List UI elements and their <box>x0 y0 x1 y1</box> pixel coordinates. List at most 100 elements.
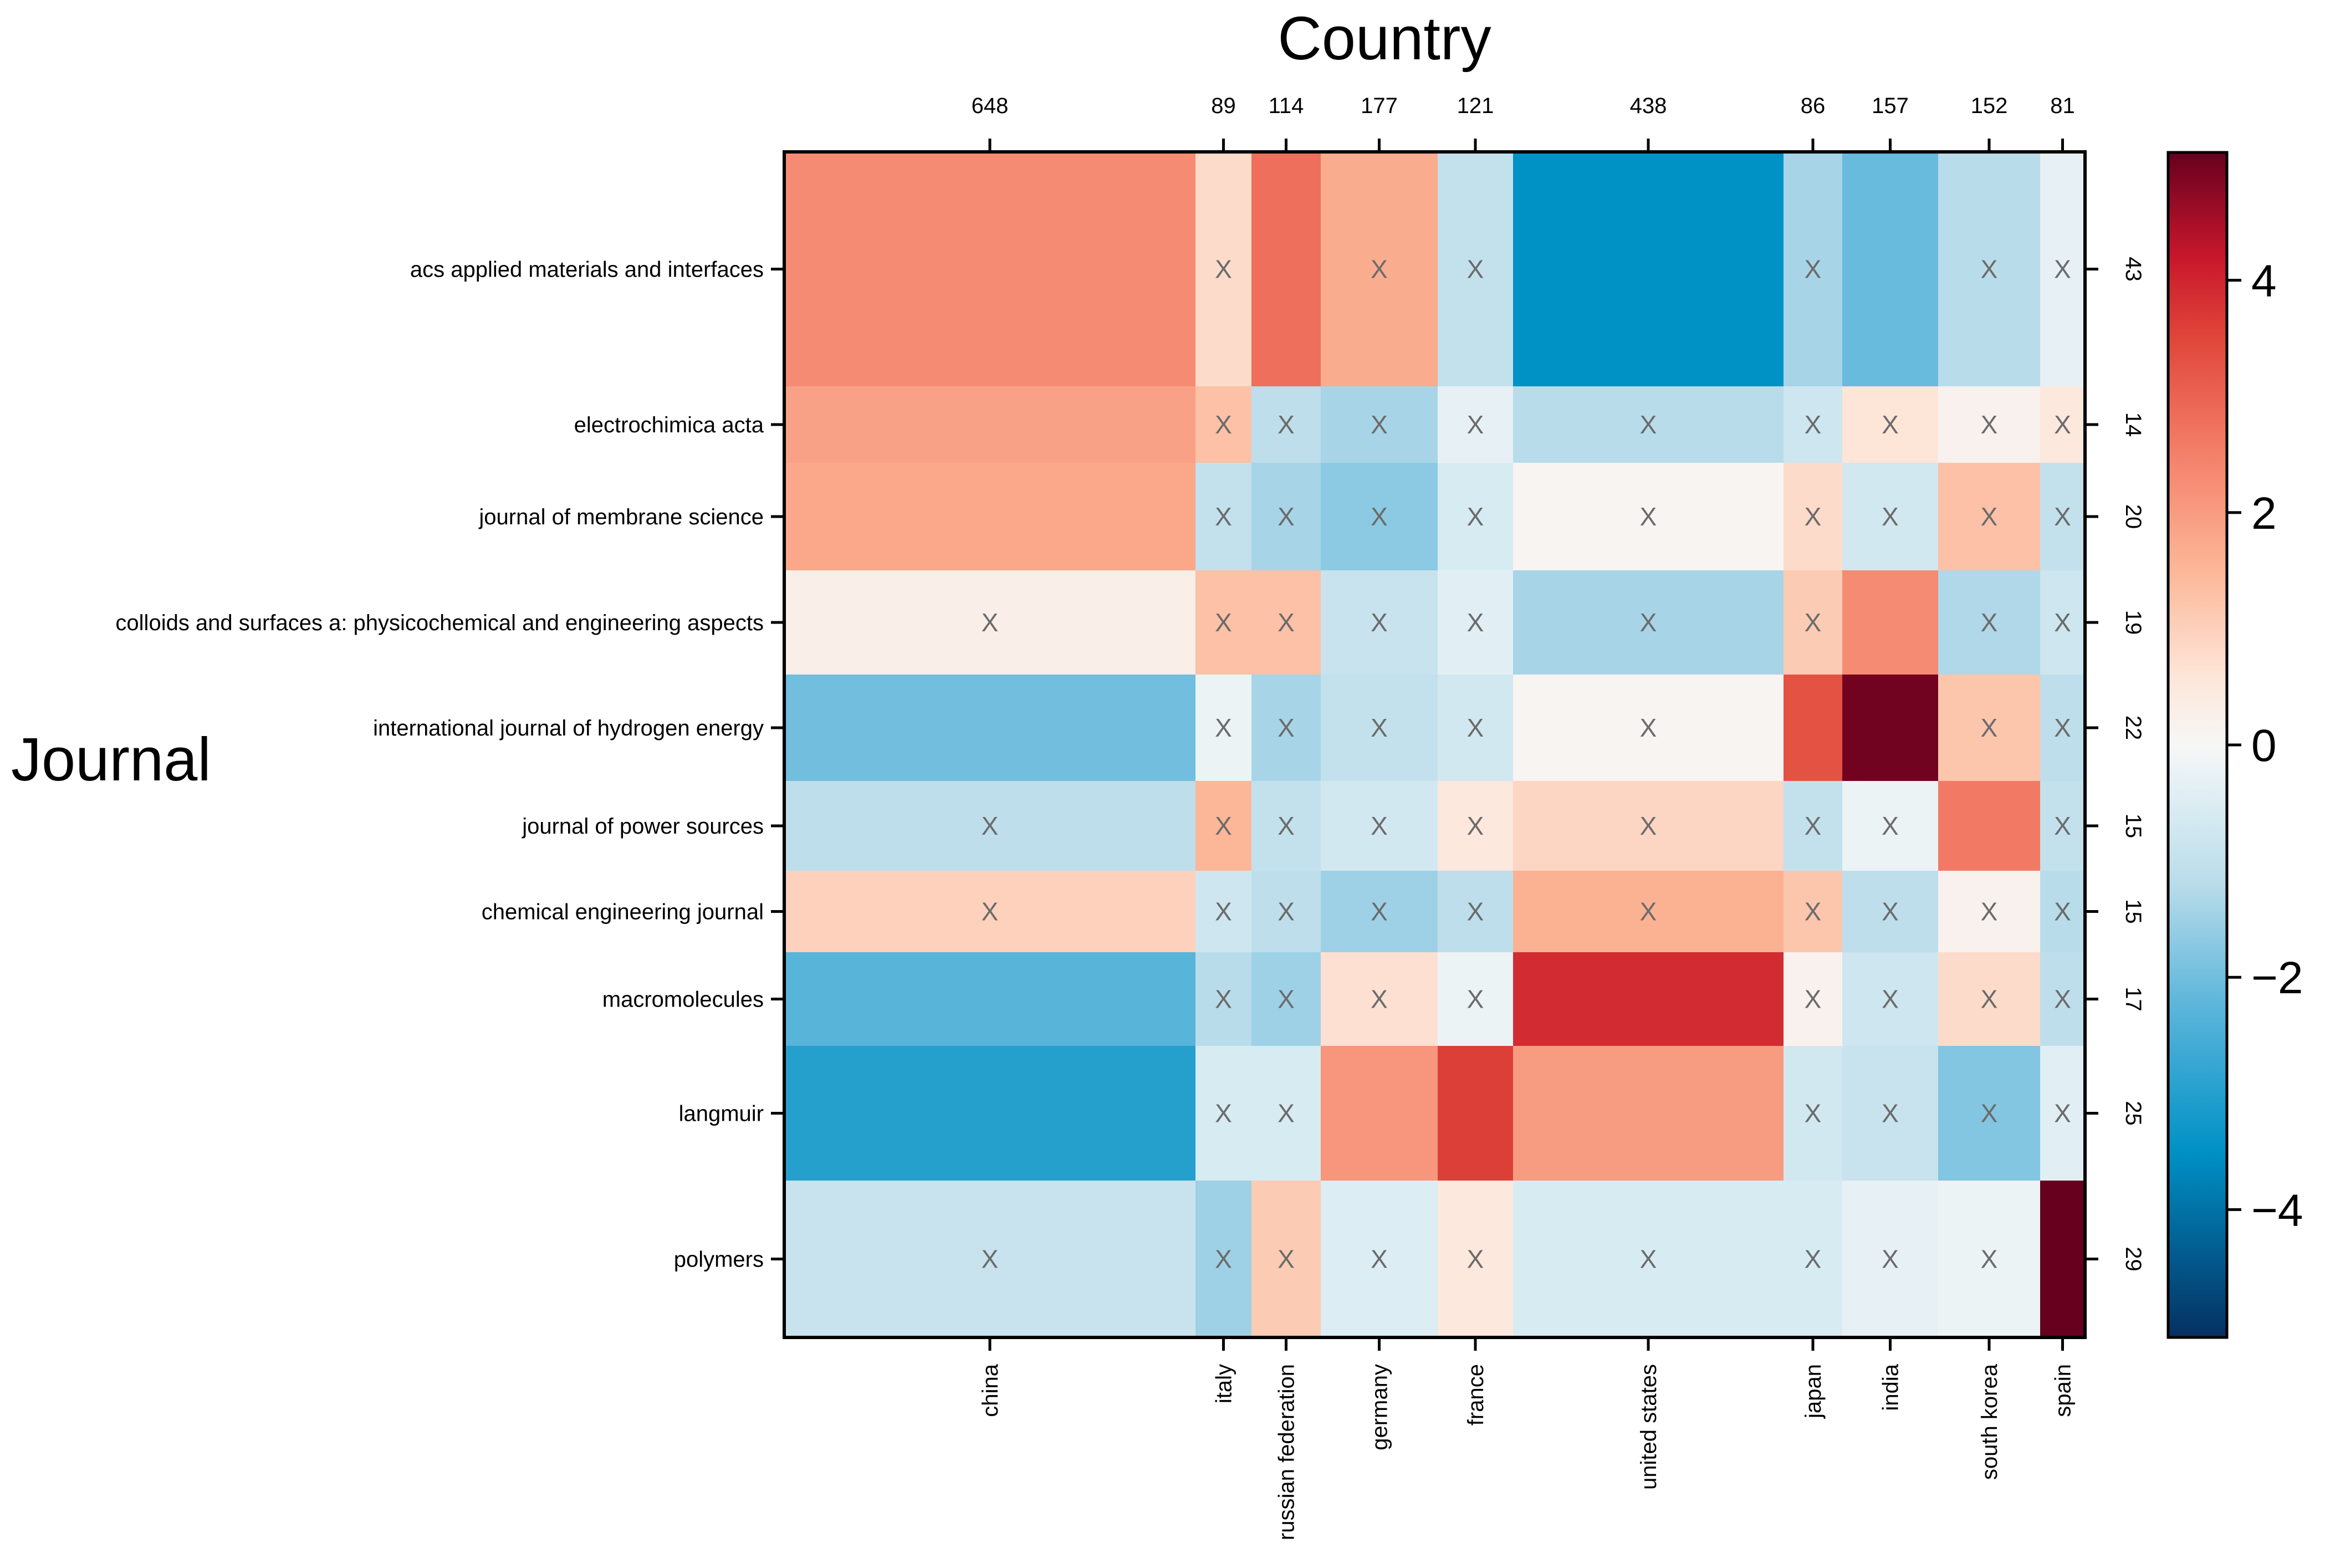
heatmap-cell <box>1195 781 1252 871</box>
heatmap-cell <box>2040 386 2086 463</box>
heatmap-cell <box>1438 570 1514 675</box>
heatmap-cell <box>1321 1046 1438 1181</box>
heatmap-cell <box>1321 570 1438 675</box>
significance-marker: X <box>2054 713 2071 742</box>
significance-marker: X <box>1981 1245 1998 1274</box>
heatmap-cell <box>1195 1181 1252 1338</box>
row-total-label: 15 <box>2121 899 2145 924</box>
row-total-label: 15 <box>2121 814 2145 839</box>
heatmap-cell <box>1842 781 1939 871</box>
heatmap-cell <box>1438 386 1514 463</box>
x-axis-title: Country <box>1278 4 1491 73</box>
heatmap-cell <box>1784 463 1843 571</box>
heatmap-cell <box>1842 1046 1939 1181</box>
significance-marker: X <box>1278 811 1295 840</box>
significance-marker: X <box>1805 811 1822 840</box>
significance-marker: X <box>1215 410 1232 439</box>
significance-marker: X <box>1278 985 1295 1014</box>
heatmap-cell <box>1784 675 1843 782</box>
significance-marker: X <box>1882 811 1899 840</box>
significance-marker: X <box>1981 985 1998 1014</box>
significance-marker: X <box>1215 985 1232 1014</box>
significance-marker: X <box>982 897 999 926</box>
significance-marker: X <box>1467 255 1484 284</box>
heatmap-cell <box>1784 1046 1843 1181</box>
colorbar-tick-label: 0 <box>2251 721 2277 771</box>
significance-marker: X <box>1981 502 1998 531</box>
significance-marker: X <box>1371 713 1388 742</box>
heatmap-cell <box>1321 952 1438 1046</box>
colorbar-tick-label: −2 <box>2251 953 2303 1003</box>
heatmap-cell <box>1251 1181 1321 1338</box>
heatmap-cell <box>1842 463 1939 571</box>
heatmap-cell <box>784 463 1196 571</box>
significance-marker: X <box>1805 897 1822 926</box>
significance-marker: X <box>1467 502 1484 531</box>
heatmap-cell <box>1438 1181 1514 1338</box>
row-label: international journal of hydrogen energy <box>373 716 764 740</box>
significance-marker: X <box>2054 255 2071 284</box>
heatmap-cell <box>2040 952 2086 1046</box>
heatmap-cell <box>1513 952 1784 1046</box>
heatmap-cell <box>1321 871 1438 953</box>
significance-marker: X <box>1805 410 1822 439</box>
column-total-label: 177 <box>1361 94 1398 118</box>
significance-marker: X <box>1882 1245 1899 1274</box>
significance-marker: X <box>1640 897 1657 926</box>
heatmap-cell <box>1438 871 1514 953</box>
significance-marker: X <box>1882 897 1899 926</box>
significance-marker: X <box>1805 1099 1822 1128</box>
heatmap-cell <box>1195 463 1252 571</box>
heatmap-cell <box>2040 781 2086 871</box>
heatmap-cell <box>1784 152 1843 387</box>
row-label: journal of power sources <box>522 814 764 839</box>
significance-marker: X <box>1640 410 1657 439</box>
significance-marker: X <box>1640 608 1657 637</box>
significance-marker: X <box>2054 410 2071 439</box>
heatmap-cell <box>1438 1046 1514 1181</box>
heatmap-cell <box>1321 386 1438 463</box>
row-total-label: 22 <box>2121 716 2145 740</box>
heatmap-cell <box>1513 1181 1784 1338</box>
significance-marker: X <box>1805 1245 1822 1274</box>
heatmap-cell <box>1321 152 1438 387</box>
heatmap-cell <box>2040 152 2086 387</box>
row-label: colloids and surfaces a: physicochemical… <box>115 611 764 635</box>
column-label: south korea <box>1977 1363 2002 1480</box>
column-label: japan <box>1801 1364 1826 1419</box>
colorbar-gradient <box>2166 151 2229 1339</box>
heatmap-cell <box>1842 570 1939 675</box>
significance-marker: X <box>1278 608 1295 637</box>
column-label: france <box>1464 1364 1488 1426</box>
heatmap-cell <box>1438 463 1514 571</box>
row-labels: acs applied materials and interfaces elec… <box>115 258 784 1272</box>
heatmap-cell <box>2040 1181 2086 1338</box>
row-totals: 43 14 20 19 22 15 15 17 25 29 <box>2085 257 2145 1271</box>
row-label: chemical engineering journal <box>482 900 764 925</box>
row-total-label: 14 <box>2121 412 2145 437</box>
significance-marker: X <box>1882 985 1899 1014</box>
significance-marker: X <box>1981 713 1998 742</box>
column-total-label: 121 <box>1457 94 1494 118</box>
significance-marker: X <box>982 608 999 637</box>
significance-marker: X <box>1467 608 1484 637</box>
significance-marker: X <box>1371 985 1388 1014</box>
significance-marker: X <box>1278 713 1295 742</box>
row-label: acs applied materials and interfaces <box>410 258 764 282</box>
heatmap-cell <box>2040 871 2086 953</box>
column-label: united states <box>1637 1364 1661 1490</box>
heatmap-cell <box>1251 781 1321 871</box>
heatmap-cell <box>784 871 1196 953</box>
significance-marker: X <box>1640 502 1657 531</box>
significance-marker: X <box>982 811 999 840</box>
heatmap-cell <box>2040 1046 2086 1181</box>
heatmap-cell <box>1784 781 1843 871</box>
significance-marker: X <box>1215 1099 1232 1128</box>
heatmap-cell <box>1784 952 1843 1046</box>
heatmap-cell <box>784 952 1196 1046</box>
significance-marker: X <box>1371 1245 1388 1274</box>
y-axis-title: Journal <box>11 726 211 794</box>
significance-marker: X <box>1467 985 1484 1014</box>
significance-marker: X <box>2054 811 2071 840</box>
